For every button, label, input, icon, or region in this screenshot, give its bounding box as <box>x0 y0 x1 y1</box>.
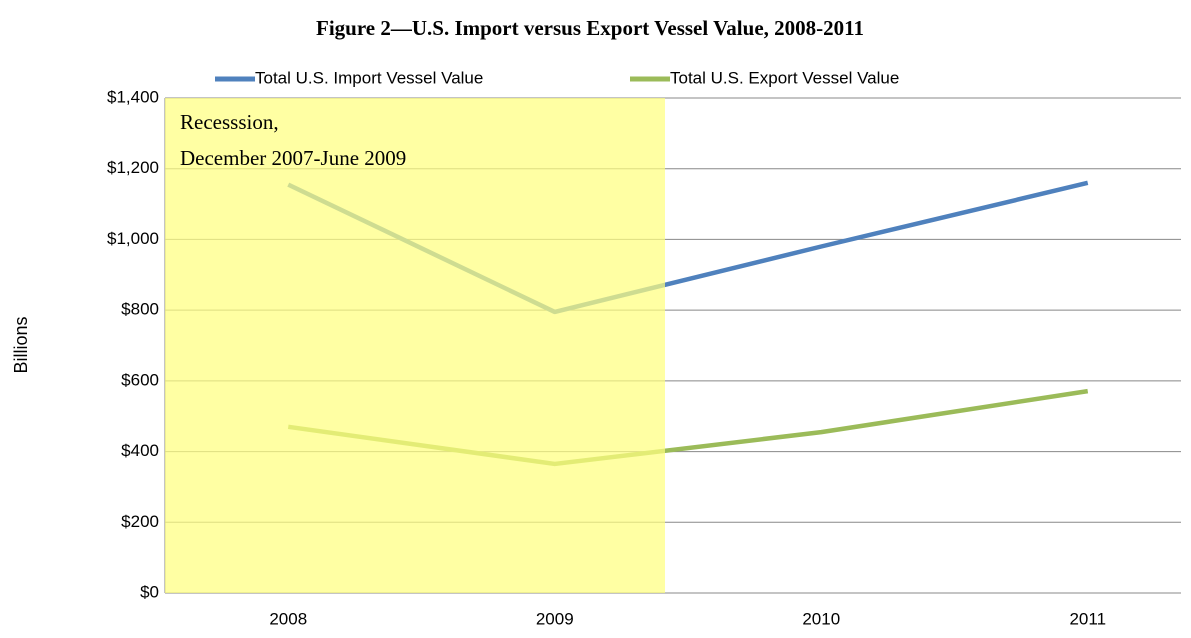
x-tick-label: 2008 <box>269 609 307 628</box>
annotation: Recesssion, <box>180 110 279 134</box>
y-tick-label: $1,200 <box>107 158 159 177</box>
chart-title: Figure 2—U.S. Import versus Export Vesse… <box>316 16 864 40</box>
legend-label: Total U.S. Export Vessel Value <box>670 68 899 87</box>
annotation: December 2007-June 2009 <box>180 146 406 170</box>
y-tick-label: $400 <box>121 441 159 460</box>
y-tick-label: $1,400 <box>107 87 159 106</box>
y-tick-label: $1,000 <box>107 229 159 248</box>
y-tick-label: $200 <box>121 512 159 531</box>
x-tick-label: 2010 <box>802 609 840 628</box>
legend-label: Total U.S. Import Vessel Value <box>255 68 483 87</box>
y-axis-label: Billions <box>11 316 31 373</box>
x-tick-label: 2011 <box>1069 609 1106 628</box>
y-tick-label: $0 <box>140 582 159 601</box>
y-tick-label: $600 <box>121 370 159 389</box>
y-tick-label: $800 <box>121 300 159 319</box>
recession-shading <box>165 98 665 593</box>
x-tick-label: 2009 <box>536 609 574 628</box>
